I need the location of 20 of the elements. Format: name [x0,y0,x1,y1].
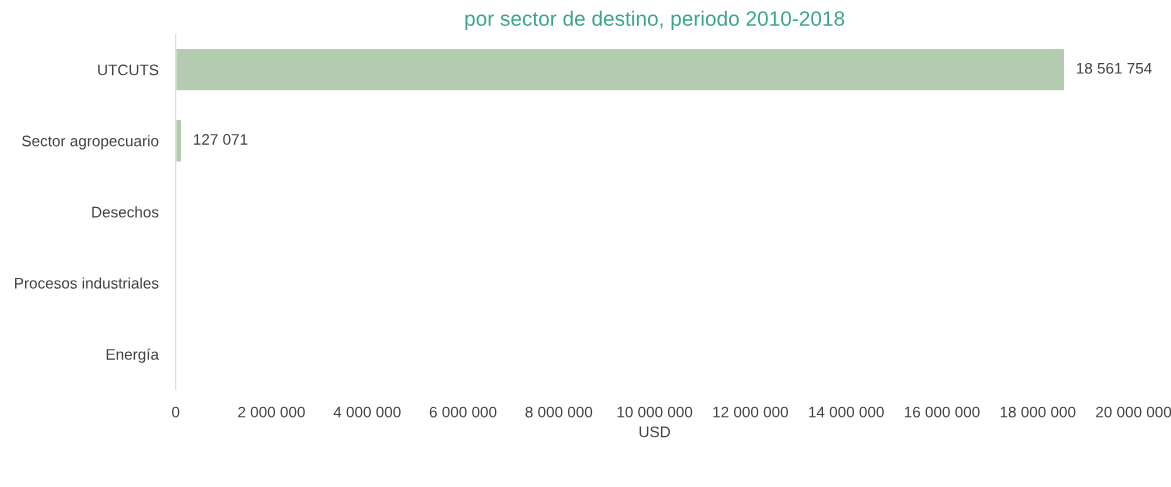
x-tick-label: 12 000 000 [713,406,789,418]
x-tick-label: 4 000 000 [333,406,401,418]
x-tick-label: 2 000 000 [238,406,305,418]
y-tick-label: Desechos [92,206,159,218]
data-label: 127 071 [194,134,248,145]
y-tick-label: Energía [106,348,159,363]
x-tick-label: 20 000 000 [1096,406,1171,418]
x-tick-label: 16 000 000 [904,406,980,418]
y-tick-label: Procesos industriales [15,277,159,289]
x-tick-label: 0 [172,406,180,418]
x-tick-label: 14 000 000 [809,406,884,418]
chart-title: por sector de destino, periodo 2010-2018 [465,10,845,31]
data-label: 18 561 754 [1076,62,1152,74]
y-tick-label: UTCUTS [98,64,159,76]
y-tick-label: Sector agropecuario [22,135,159,150]
x-tick-label: 10 000 000 [617,406,693,418]
x-tick-label: 18 000 000 [1000,406,1076,418]
x-axis-title: USD [639,426,670,438]
x-tick-label: 8 000 000 [525,406,593,418]
x-tick-label: 6 000 000 [429,406,497,418]
